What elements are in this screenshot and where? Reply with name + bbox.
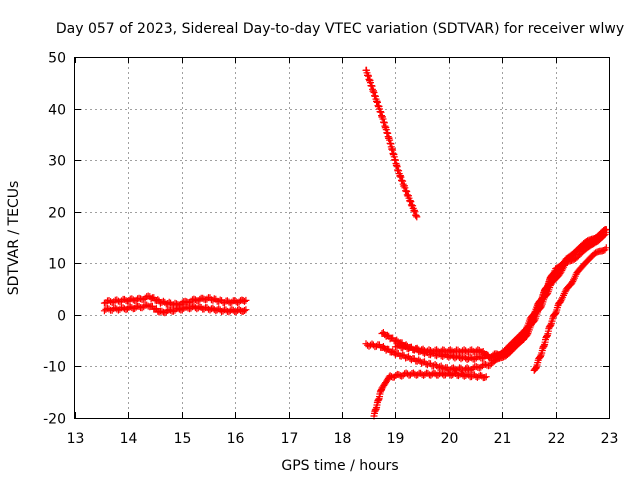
data-point [518, 336, 526, 344]
data-point [550, 268, 558, 276]
plot-area [100, 66, 610, 420]
series-track-b [100, 301, 250, 317]
x-tick-label: 16 [227, 431, 245, 447]
data-point [558, 295, 566, 303]
x-tick-label: 20 [441, 431, 459, 447]
data-point [389, 347, 397, 355]
x-tick-label: 23 [601, 431, 619, 447]
y-tick-label: 40 [48, 103, 66, 119]
data-point [481, 360, 489, 368]
data-point [423, 361, 431, 369]
data-point [372, 342, 380, 350]
x-tick-label: 19 [387, 431, 405, 447]
y-tick-label: 0 [57, 309, 66, 325]
y-tick-label: 10 [48, 257, 66, 273]
data-point [602, 226, 610, 234]
data-point [531, 309, 538, 317]
x-tick-label: 13 [67, 431, 85, 447]
data-point [413, 213, 421, 221]
series-track-h [530, 244, 610, 374]
data-point [544, 282, 552, 290]
y-tick-label: 20 [48, 206, 66, 222]
data-point [552, 309, 560, 317]
data-point [116, 305, 124, 313]
series-track-c [362, 66, 421, 221]
series-track-f [378, 226, 610, 363]
data-point [440, 365, 448, 373]
data-point [478, 362, 486, 370]
data-point [241, 297, 248, 305]
x-tick-label: 18 [334, 431, 352, 447]
x-axis-label: GPS time / hours [281, 458, 398, 474]
data-point [537, 296, 545, 304]
x-tick-label: 15 [174, 431, 192, 447]
data-point [242, 306, 250, 314]
series-track-a [100, 292, 250, 309]
y-axis-label: SDTVAR / TECUs [6, 181, 22, 296]
y-tick-label: -20 [43, 412, 66, 428]
data-point [483, 351, 491, 358]
data-point [568, 279, 576, 287]
data-point [561, 288, 569, 296]
x-tick-label: 14 [120, 431, 138, 447]
y-tick-label: 50 [48, 51, 66, 67]
data-point [530, 310, 538, 318]
x-tick-label: 17 [281, 431, 299, 447]
data-point [446, 352, 454, 360]
data-point [523, 324, 530, 332]
data-point [154, 296, 162, 304]
series-track-d [370, 369, 490, 420]
data-point [436, 363, 444, 371]
data-point [203, 295, 211, 303]
data-point [242, 296, 250, 304]
chart-title: Day 057 of 2023, Sidereal Day-to-day VTE… [56, 21, 624, 37]
x-tick-label: 21 [494, 431, 512, 447]
y-tick-label: -10 [43, 360, 66, 376]
x-tick-label: 22 [548, 431, 566, 447]
data-point [472, 363, 480, 371]
data-point [482, 373, 490, 381]
data-point [557, 297, 565, 305]
data-point [602, 244, 610, 252]
data-point [431, 361, 439, 368]
series-track-g [391, 226, 610, 362]
y-tick-label: 30 [48, 154, 66, 170]
axis-ticks: 13 14 15 16 17 18 19 20 21 22 23 -20 -10 0 10 20 30 40 50 [43, 51, 618, 448]
grid [75, 57, 609, 418]
data-point [481, 374, 489, 381]
data-point [569, 278, 577, 285]
data-point [241, 307, 248, 314]
